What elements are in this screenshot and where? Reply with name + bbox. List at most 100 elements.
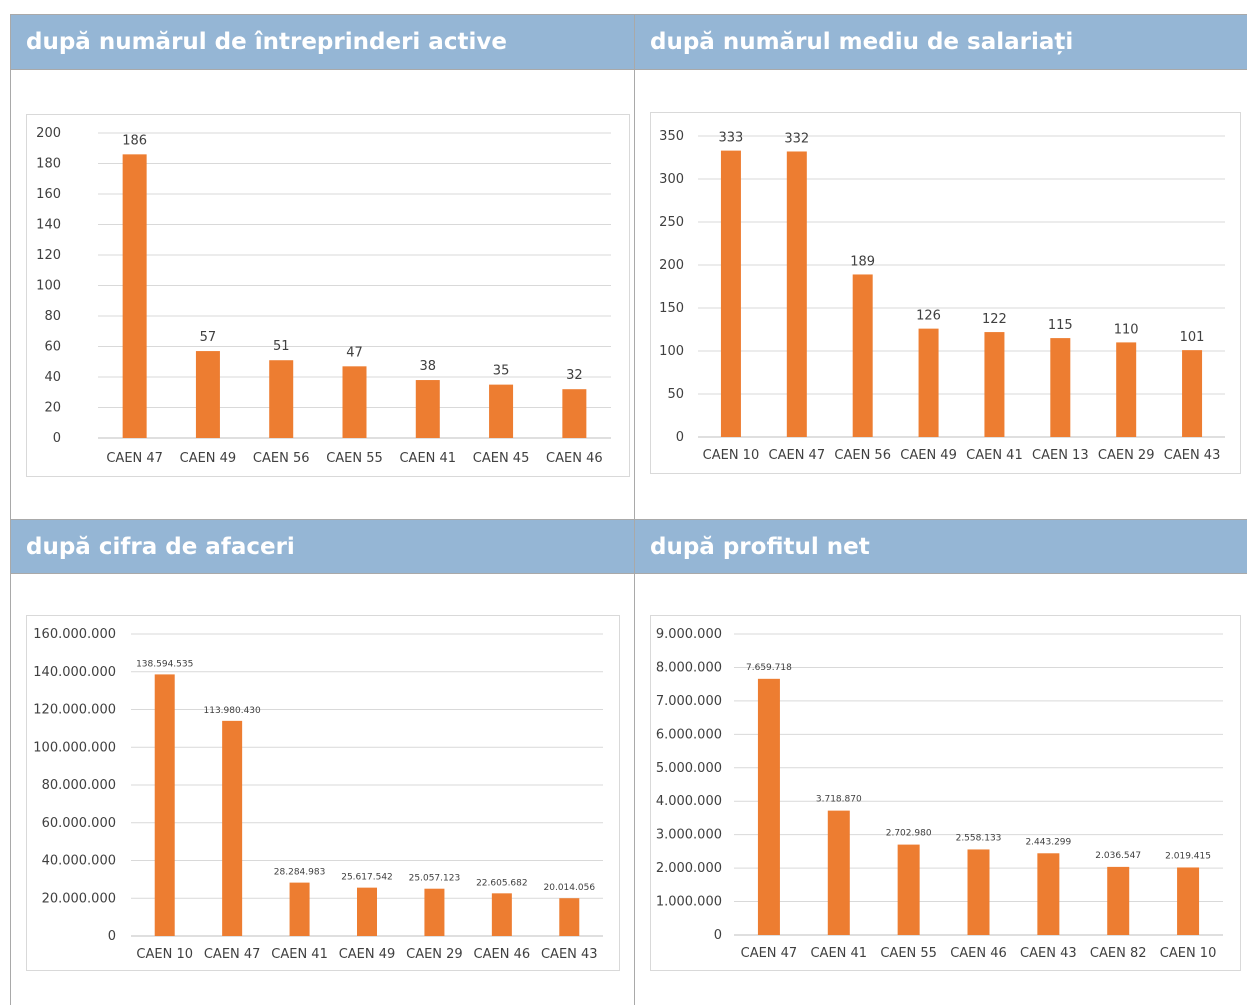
- y-tick-label: 100.000.000: [33, 740, 116, 755]
- data-label: 47: [346, 345, 363, 360]
- x-tick-label: CAEN 56: [834, 448, 891, 463]
- chart-frame-enterprises: 0 20 40 60 80 100 120 140 160 180 200 186 CAEN 47 57 C…: [26, 114, 630, 477]
- x-tick-label: CAEN 82: [1090, 946, 1147, 961]
- x-tick-label: CAEN 41: [399, 451, 456, 466]
- x-tick-label: CAEN 29: [1098, 448, 1155, 463]
- bar: [122, 154, 147, 438]
- chart-enterprises: 0 20 40 60 80 100 120 140 160 180 200 186 CAEN 47 57 C…: [36, 126, 611, 466]
- y-tick-label: 40: [44, 370, 61, 385]
- y-tick-label: 4.000.000: [656, 794, 722, 809]
- panels-grid: [10, 14, 1247, 1005]
- y-tick-label: 160.000.000: [33, 627, 116, 642]
- bar: [827, 810, 850, 935]
- chart-employees: 0 50 100 150 200 250 300 350 333 CAEN 10 332 CAEN 4…: [659, 129, 1225, 463]
- data-label: 20.014.056: [544, 883, 596, 893]
- data-label: 2.019.415: [1165, 851, 1211, 861]
- y-tick-label: 5.000.000: [656, 761, 722, 776]
- bar: [984, 332, 1005, 437]
- panel-divider: [634, 14, 635, 1005]
- x-tick-label: CAEN 43: [541, 947, 598, 962]
- y-tick-label: 120.000.000: [33, 703, 116, 718]
- y-tick-label: 9.000.000: [656, 627, 722, 642]
- bar: [786, 151, 807, 438]
- bar: [852, 274, 873, 437]
- bar: [269, 360, 294, 438]
- y-tick-label: 140.000.000: [33, 665, 116, 680]
- chart-frame-employees: 0 50 100 150 200 250 300 350 333 CAEN 10 332 CAEN 4…: [650, 112, 1241, 474]
- data-label: 101: [1180, 330, 1205, 345]
- y-tick-label: 80: [44, 309, 61, 324]
- bar: [1050, 338, 1071, 437]
- bar: [491, 893, 512, 936]
- x-tick-label: CAEN 43: [1020, 946, 1077, 961]
- bar: [222, 720, 243, 936]
- bar: [357, 887, 377, 936]
- y-tick-label: 0: [714, 928, 722, 943]
- data-label: 2.558.133: [956, 833, 1002, 843]
- data-label: 3.718.870: [816, 795, 862, 805]
- y-tick-label: 0: [53, 431, 61, 446]
- bar: [489, 384, 514, 438]
- bar: [424, 888, 445, 936]
- x-tick-label: CAEN 41: [966, 448, 1023, 463]
- data-label: 138.594.535: [136, 659, 193, 669]
- bar: [415, 380, 440, 438]
- panel-title-turnover: după cifra de afaceri: [11, 519, 634, 574]
- data-label: 126: [916, 309, 941, 324]
- data-label: 332: [784, 131, 809, 146]
- x-tick-label: CAEN 49: [180, 451, 237, 466]
- bar: [918, 328, 939, 437]
- y-tick-label: 3.000.000: [656, 828, 722, 843]
- data-label: 2.036.547: [1095, 851, 1141, 861]
- y-tick-label: 250: [659, 215, 684, 230]
- data-label: 25.617.542: [341, 873, 393, 883]
- data-label: 38: [420, 359, 437, 374]
- y-tick-label: 7.000.000: [656, 694, 722, 709]
- bar: [1116, 342, 1137, 437]
- y-tick-label: 20: [44, 401, 61, 416]
- panel-title-enterprises: după numărul de întreprinderi active: [11, 15, 634, 70]
- x-tick-label: CAEN 47: [769, 448, 826, 463]
- y-tick-label: 200: [659, 258, 684, 273]
- bar: [967, 849, 990, 935]
- x-tick-label: CAEN 13: [1032, 448, 1089, 463]
- x-tick-label: CAEN 41: [810, 946, 867, 961]
- y-tick-label: 0: [676, 430, 684, 445]
- x-tick-label: CAEN 29: [406, 947, 463, 962]
- x-tick-label: CAEN 45: [473, 451, 530, 466]
- x-tick-label: CAEN 49: [900, 448, 957, 463]
- bar: [1177, 867, 1200, 935]
- y-tick-label: 200: [36, 126, 61, 141]
- y-tick-label: 8.000.000: [656, 660, 722, 675]
- x-tick-label: CAEN 10: [703, 448, 760, 463]
- bar: [562, 389, 587, 438]
- x-tick-label: CAEN 46: [474, 947, 531, 962]
- x-tick-label: CAEN 56: [253, 451, 310, 466]
- y-tick-label: 40.000.000: [42, 854, 116, 869]
- x-tick-label: CAEN 46: [950, 946, 1007, 961]
- bar: [720, 150, 741, 437]
- y-tick-label: 300: [659, 172, 684, 187]
- bar: [897, 844, 920, 935]
- y-tick-label: 2.000.000: [656, 861, 722, 876]
- x-tick-label: CAEN 41: [271, 947, 328, 962]
- y-tick-label: 100: [659, 344, 684, 359]
- chart-frame-net-profit: 0 1.000.000 2.000.000 3.000.000 4.000.000 5.0…: [650, 615, 1241, 971]
- data-label: 113.980.430: [204, 706, 262, 716]
- data-label: 57: [200, 330, 217, 345]
- y-tick-label: 50: [667, 387, 684, 402]
- x-tick-label: CAEN 46: [546, 451, 603, 466]
- chart-net-profit: 0 1.000.000 2.000.000 3.000.000 4.000.000 5.0…: [656, 627, 1223, 961]
- chart-frame-turnover: 0 20.000.000 40.000.000 60.000.000 80.000.00…: [26, 615, 620, 971]
- x-tick-label: CAEN 47: [741, 946, 798, 961]
- panel-title-employees: după numărul mediu de salariați: [635, 15, 1247, 70]
- x-tick-label: CAEN 10: [136, 947, 193, 962]
- x-tick-label: CAEN 43: [1164, 448, 1221, 463]
- y-tick-label: 60: [44, 340, 61, 355]
- bar: [757, 678, 780, 935]
- y-tick-label: 20.000.000: [42, 891, 116, 906]
- data-label: 51: [273, 339, 290, 354]
- bar: [289, 882, 310, 936]
- x-tick-label: CAEN 10: [1160, 946, 1217, 961]
- y-tick-label: 120: [36, 248, 61, 263]
